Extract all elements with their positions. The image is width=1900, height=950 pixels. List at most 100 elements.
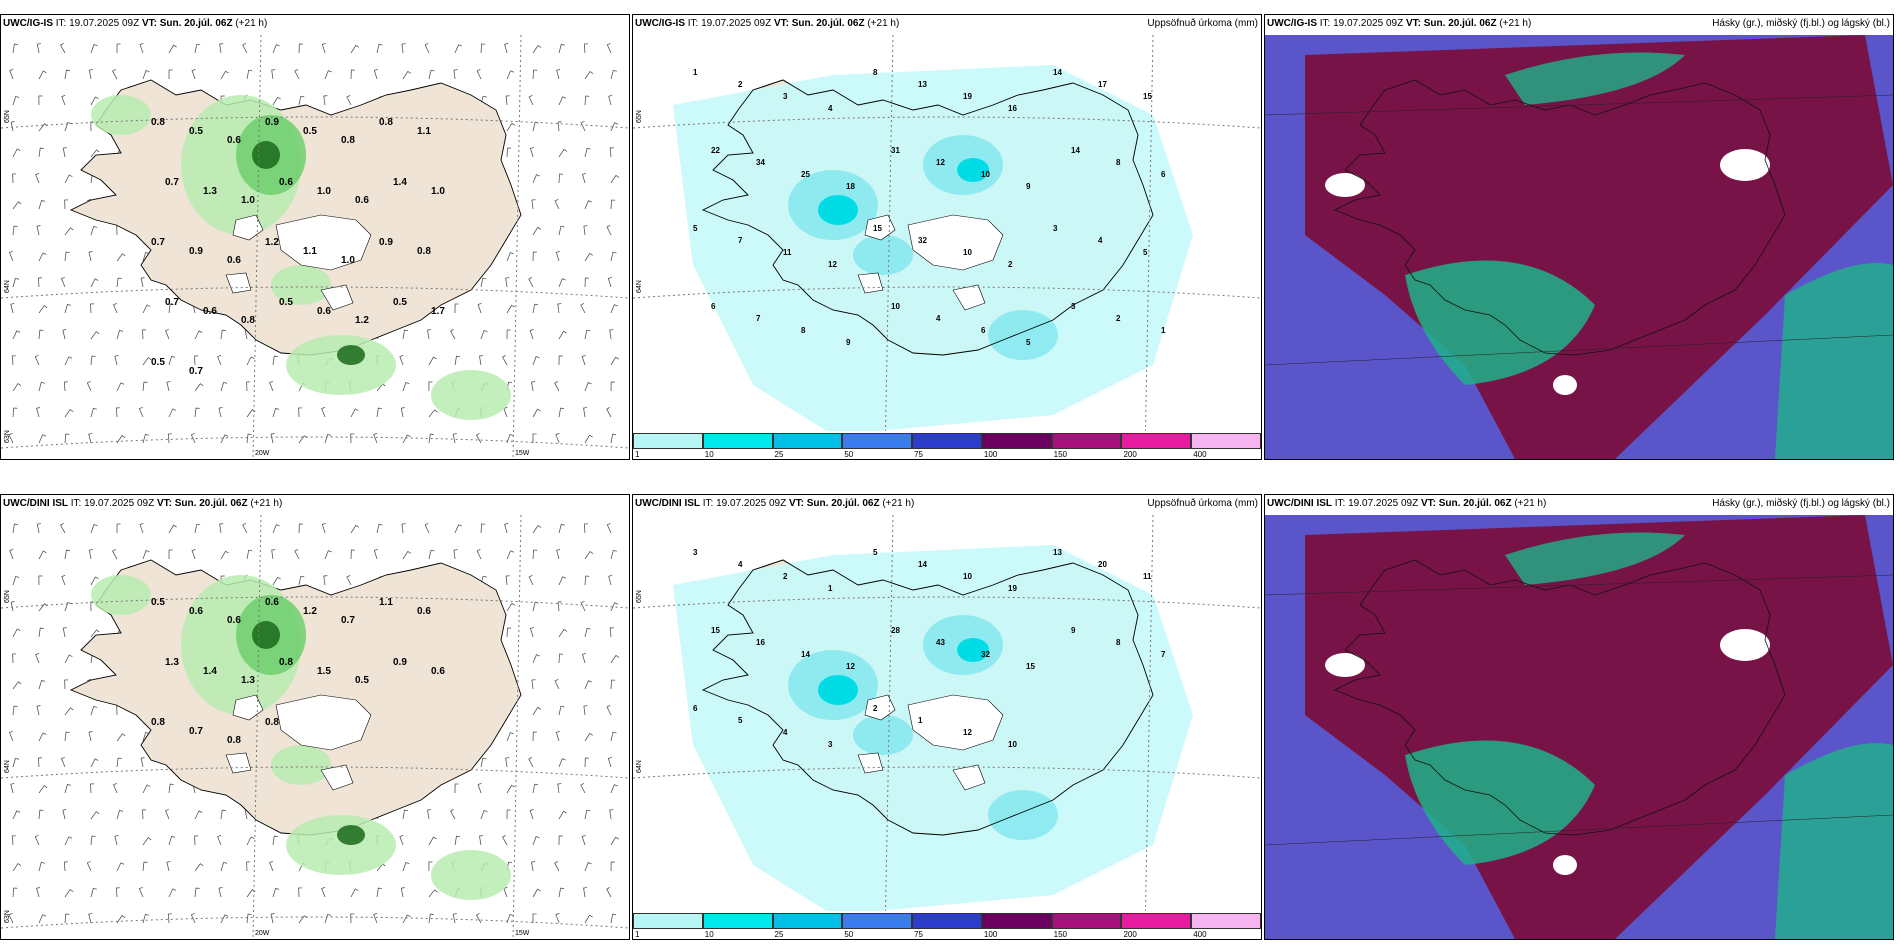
wind-barb	[194, 835, 199, 846]
wind-barb	[168, 888, 177, 898]
wind-barb	[271, 69, 276, 80]
wind-barb	[64, 601, 72, 612]
wind-barb	[142, 837, 152, 846]
colorbar-label: 400	[1193, 930, 1207, 939]
wind-barb	[584, 680, 592, 690]
wind-barb	[321, 522, 326, 534]
precip-value-label: 16	[756, 638, 765, 647]
precip-area	[818, 195, 858, 225]
cloud-map[interactable]	[1265, 35, 1893, 459]
wind-barb	[452, 433, 457, 444]
mid-cloud-area	[1505, 532, 1685, 585]
wind-map[interactable]: 65N 64N 63N 20W 15W 0.5 0.6 0.6 0.6 1.2 0.7 1.1 0.6 1…	[1, 515, 629, 939]
precip-area	[988, 310, 1058, 360]
wind-barb	[8, 730, 14, 742]
gust-value-label: 1.2	[355, 315, 369, 326]
wind-barb	[401, 43, 406, 54]
wind-barb	[298, 887, 303, 898]
wind-barb	[270, 433, 275, 444]
wind-barb	[114, 835, 119, 846]
wind-barb	[220, 861, 228, 872]
gust-value-label: 0.6	[431, 666, 445, 677]
wind-barb	[608, 574, 613, 586]
wind-barb	[116, 382, 125, 392]
wind-barb	[454, 44, 463, 54]
wind-barb	[609, 147, 614, 158]
gust-value-label: 0.7	[165, 177, 179, 188]
wind-barb	[558, 407, 565, 418]
wind-barb	[583, 705, 588, 716]
precip-value-label: 20	[1098, 560, 1107, 569]
panel-title: UWC/DINI ISL IT: 19.07.2025 09Z VT: Sun.…	[1267, 498, 1547, 509]
wind-barb	[554, 678, 560, 690]
wind-barb	[426, 329, 432, 340]
wind-barb	[142, 381, 148, 392]
wind-barb	[64, 227, 74, 236]
wind-barb	[142, 357, 152, 366]
wind-barb	[90, 225, 98, 236]
gust-value-label: 0.8	[341, 135, 355, 146]
precip-value-label: 13	[1053, 548, 1062, 557]
wind-barb	[606, 42, 612, 54]
precip-value-label: 15	[1026, 662, 1035, 671]
wind-barb	[584, 757, 589, 768]
precip-value-label: 3	[1053, 224, 1058, 233]
precip-value-label: 12	[936, 158, 945, 167]
wind-barb	[321, 886, 326, 898]
wind-barb	[450, 809, 456, 820]
panel-title: UWC/DINI ISL IT: 19.07.2025 09Z VT: Sun.…	[635, 498, 915, 509]
wind-barb	[323, 95, 328, 106]
gust-value-label: 0.9	[265, 117, 279, 128]
wind-barb	[64, 251, 70, 262]
precip-map[interactable]: 65N 64N 3 4 2 1 5 14 10 19 13 20 11 15 16 14 12 28 43 32 15 9…	[633, 515, 1261, 939]
colorbar-label: 50	[844, 450, 854, 459]
gust-value-label: 1.1	[417, 126, 431, 137]
precip-value-label: 9	[846, 338, 851, 347]
wind-barb	[476, 548, 482, 560]
wind-barb	[558, 43, 565, 54]
graticule-line	[1265, 814, 1893, 846]
wind-barb	[217, 354, 222, 366]
precip-map[interactable]: 65N 64N 1 2 3 4 8 13 19 16 14 17 15 22 34 25 18 31 12 10 9 14…	[633, 35, 1261, 459]
wind-barb	[502, 835, 508, 846]
wind-barb	[12, 628, 21, 638]
wind-barb	[531, 861, 536, 872]
wind-barb	[12, 148, 21, 158]
wind-barb	[140, 277, 145, 288]
precip-area	[957, 638, 989, 662]
mid-cloud-area	[1775, 743, 1893, 939]
wind-barb	[139, 522, 144, 534]
wind-barb	[554, 861, 560, 872]
wind-barb	[350, 888, 359, 898]
precip-value-label: 25	[801, 170, 810, 179]
wind-barb	[350, 549, 355, 560]
wind-barb	[64, 121, 72, 132]
precip-value-label: 10	[963, 248, 972, 257]
wind-barb	[8, 250, 14, 262]
colorbar-label: 75	[914, 450, 924, 459]
coastline	[701, 79, 1154, 356]
wind-barb	[555, 730, 560, 742]
wind-barb	[242, 523, 248, 534]
wind-barb	[142, 861, 148, 872]
wind-barb	[350, 433, 355, 444]
clear-patch	[1553, 375, 1577, 395]
wind-map[interactable]: 65N 64N 63N 20W 15W 0.8 0.5 0.6 0.9 0.5 0.8 0.8 1.1 0…	[1, 35, 629, 459]
colorbar-swatch	[1191, 433, 1261, 449]
wind-barb	[62, 329, 67, 340]
wind-barb	[61, 94, 66, 106]
longitude-line	[884, 515, 894, 939]
wind-barb	[350, 408, 359, 418]
wind-barb	[194, 383, 204, 392]
cloud-map[interactable]	[1265, 515, 1893, 939]
colorbar-swatch	[1191, 913, 1261, 929]
wind-barb	[38, 434, 47, 444]
wind-panel-top: UWC/IG-IS IT: 19.07.2025 09Z VT: Sun. 20…	[0, 14, 630, 460]
wind-barb	[610, 602, 619, 612]
wind-barb	[272, 407, 280, 418]
wind-barb	[90, 278, 99, 288]
wind-barb	[428, 381, 433, 392]
wind-barb	[584, 71, 594, 80]
wind-barb	[220, 434, 229, 444]
wind-barb	[298, 43, 303, 54]
